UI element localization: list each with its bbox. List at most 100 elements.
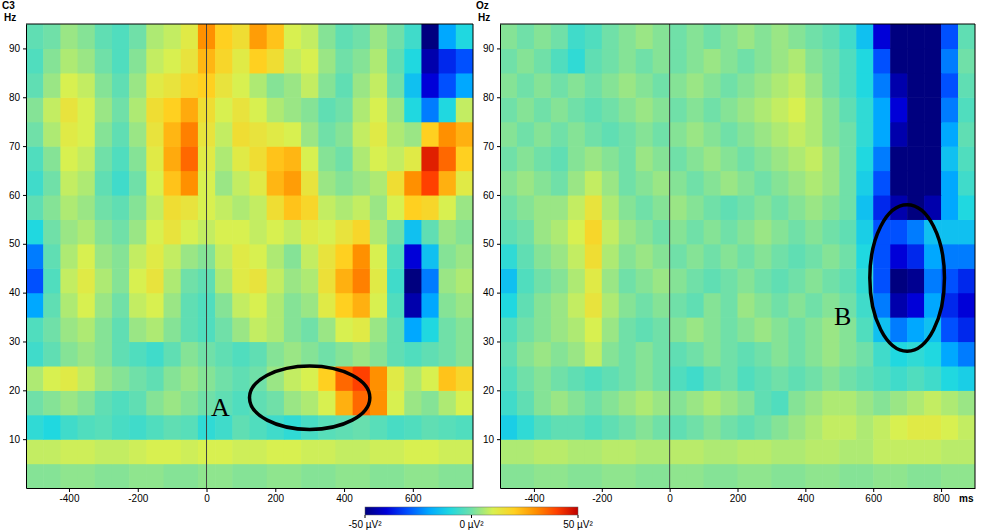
heatmap-cell xyxy=(822,390,840,415)
y-tick-label: 10 xyxy=(9,434,21,445)
heatmap-cell xyxy=(839,97,857,122)
heatmap-cell xyxy=(404,317,422,342)
heatmap-cell xyxy=(250,219,268,244)
heatmap-cell xyxy=(738,244,756,269)
heatmap-cell xyxy=(335,219,353,244)
heatmap-cell xyxy=(754,293,772,318)
heatmap-cell xyxy=(873,171,891,196)
x-tick-label: 0 xyxy=(667,493,673,504)
heatmap-cell xyxy=(890,24,908,49)
heatmap-cell xyxy=(958,317,975,342)
heatmap-cell xyxy=(568,97,586,122)
heatmap-cell xyxy=(653,195,671,220)
heatmap-cell xyxy=(112,195,130,220)
heatmap-cell xyxy=(335,146,353,171)
heatmap-cell xyxy=(568,48,586,73)
heatmap-cell xyxy=(500,390,518,415)
heatmap-cell xyxy=(551,146,569,171)
heatmap-cell xyxy=(636,171,654,196)
heatmap-cell xyxy=(551,341,569,366)
heatmap-cell xyxy=(78,439,96,464)
heatmap-cell xyxy=(164,73,182,98)
heatmap-cell xyxy=(738,122,756,147)
heatmap-cell xyxy=(788,464,806,488)
x-axis: -400-2000200400600800 xyxy=(501,488,976,504)
heatmap-cell xyxy=(958,293,975,318)
heatmap-cell xyxy=(421,24,439,49)
heatmap-cell xyxy=(653,244,671,269)
y-axis-line xyxy=(26,25,27,489)
heatmap-cell xyxy=(353,24,371,49)
y-tick-mark xyxy=(497,439,500,440)
heatmap-cell xyxy=(517,439,535,464)
heatmap-cell xyxy=(534,219,552,244)
x-tick: -200 xyxy=(592,488,612,504)
heatmap-cell xyxy=(181,341,199,366)
heatmap-cell xyxy=(568,146,586,171)
heatmap-cell xyxy=(619,122,637,147)
heatmap-cell xyxy=(687,415,705,440)
y-axis-line xyxy=(500,25,501,489)
heatmap-cell xyxy=(788,171,806,196)
heatmap-cell xyxy=(670,219,688,244)
heatmap-cell xyxy=(129,268,147,293)
heatmap-cell xyxy=(771,73,789,98)
heatmap-cell xyxy=(738,195,756,220)
heatmap-cell xyxy=(602,171,620,196)
x-tick-mark xyxy=(344,488,345,492)
heatmap-cell xyxy=(517,293,535,318)
heatmap-cell xyxy=(129,219,147,244)
heatmap-cell xyxy=(129,146,147,171)
heatmap-cell xyxy=(653,341,671,366)
color-bar-label: -50 µV² xyxy=(349,519,383,530)
heatmap-cell xyxy=(907,390,925,415)
x-axis-title: ms xyxy=(959,493,974,504)
heatmap-cell xyxy=(43,366,61,391)
heatmap-cell xyxy=(43,317,61,342)
heatmap-cell xyxy=(370,293,388,318)
heatmap-cell xyxy=(404,146,422,171)
heatmap-cell xyxy=(788,73,806,98)
color-bar-tick xyxy=(471,515,472,518)
heatmap-cell xyxy=(958,122,975,147)
heatmap-cell xyxy=(387,317,405,342)
heatmap-cell xyxy=(670,97,688,122)
heatmap-cell xyxy=(636,195,654,220)
y-tick-mark xyxy=(23,195,26,196)
heatmap-cell xyxy=(568,219,586,244)
heatmap-cell xyxy=(687,73,705,98)
y-tick-label: 40 xyxy=(9,287,21,298)
heatmap-cell xyxy=(318,293,336,318)
heatmap-cell xyxy=(517,97,535,122)
heatmap-cell xyxy=(43,464,61,488)
heatmap-cell xyxy=(267,195,285,220)
heatmap-cell xyxy=(318,97,336,122)
heatmap-cell xyxy=(856,464,874,488)
heatmap-cell xyxy=(164,464,182,488)
x-tick-label: -400 xyxy=(59,493,79,504)
y-tick-mark xyxy=(497,293,500,294)
heatmap-cell xyxy=(370,439,388,464)
heatmap-cell xyxy=(890,48,908,73)
heatmap-cell xyxy=(856,366,874,391)
heatmap-cell xyxy=(43,341,61,366)
heatmap-cell xyxy=(387,24,405,49)
heatmap-cell xyxy=(284,317,302,342)
heatmap-cell xyxy=(284,24,302,49)
heatmap-cell xyxy=(687,97,705,122)
heatmap-cell xyxy=(907,146,925,171)
panel-title: Oz xyxy=(476,0,489,11)
heatmap-cell xyxy=(335,464,353,488)
heatmap-cell xyxy=(534,24,552,49)
heatmap-cell xyxy=(95,195,113,220)
heatmap-cell xyxy=(78,122,96,147)
heatmap-cell xyxy=(551,219,569,244)
heatmap-cell xyxy=(721,24,739,49)
heatmap-cell xyxy=(788,219,806,244)
heatmap-cell xyxy=(771,439,789,464)
heatmap-cell xyxy=(721,122,739,147)
heatmap-cell xyxy=(181,219,199,244)
heatmap-cell xyxy=(146,244,164,269)
heatmap-cell xyxy=(353,97,371,122)
heatmap-cell xyxy=(439,293,457,318)
